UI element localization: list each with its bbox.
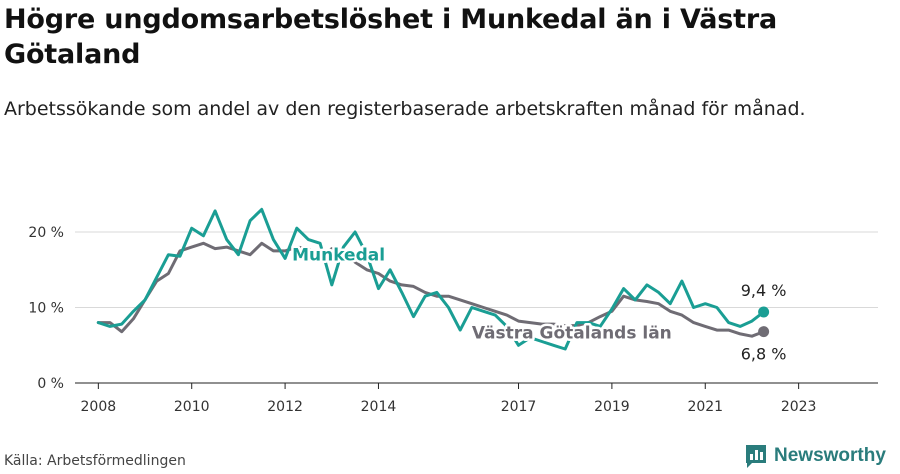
chart-labels: 0 % 10 % 20 % 2008 2010 2012 2014 2017 2019 2021 2… (28, 225, 816, 415)
y-tick-label: 20 % (28, 225, 64, 241)
x-tick-label: 2017 (501, 399, 537, 415)
vastra-gotaland-end-value: 6,8 % (741, 345, 787, 364)
munkedal-end-value: 9,4 % (741, 281, 787, 300)
chart-subtitle: Arbetssökande som andel av den registerb… (4, 98, 806, 120)
x-tick-label: 2010 (174, 399, 210, 415)
vastra-gotaland-line (96, 241, 766, 338)
vastra-gotaland-end-marker (758, 326, 770, 338)
x-tick-label: 2019 (594, 399, 630, 415)
munkedal-end-marker (758, 306, 770, 318)
x-tick-label: 2023 (781, 399, 817, 415)
series-lines (96, 207, 770, 351)
munkedal-series-label: Munkedal (292, 246, 385, 266)
vastra-gotaland-series-label: Västra Götalands län (472, 323, 672, 343)
x-tick-label: 2008 (81, 399, 117, 415)
x-tick-label: 2014 (361, 399, 397, 415)
x-tick-label: 2021 (687, 399, 723, 415)
munkedal-line (96, 207, 766, 351)
brand-name: Newsworthy (774, 445, 886, 466)
brand-logo: Newsworthy (744, 443, 886, 469)
y-tick-label: 10 % (28, 301, 64, 317)
x-tick-label: 2012 (267, 399, 303, 415)
chart-title: Högre ungdomsarbetslöshet i Munkedal än … (4, 4, 777, 70)
source-note: Källa: Arbetsförmedlingen (4, 453, 186, 469)
y-tick-label: 0 % (37, 376, 64, 392)
newsworthy-logo-icon (746, 445, 766, 468)
